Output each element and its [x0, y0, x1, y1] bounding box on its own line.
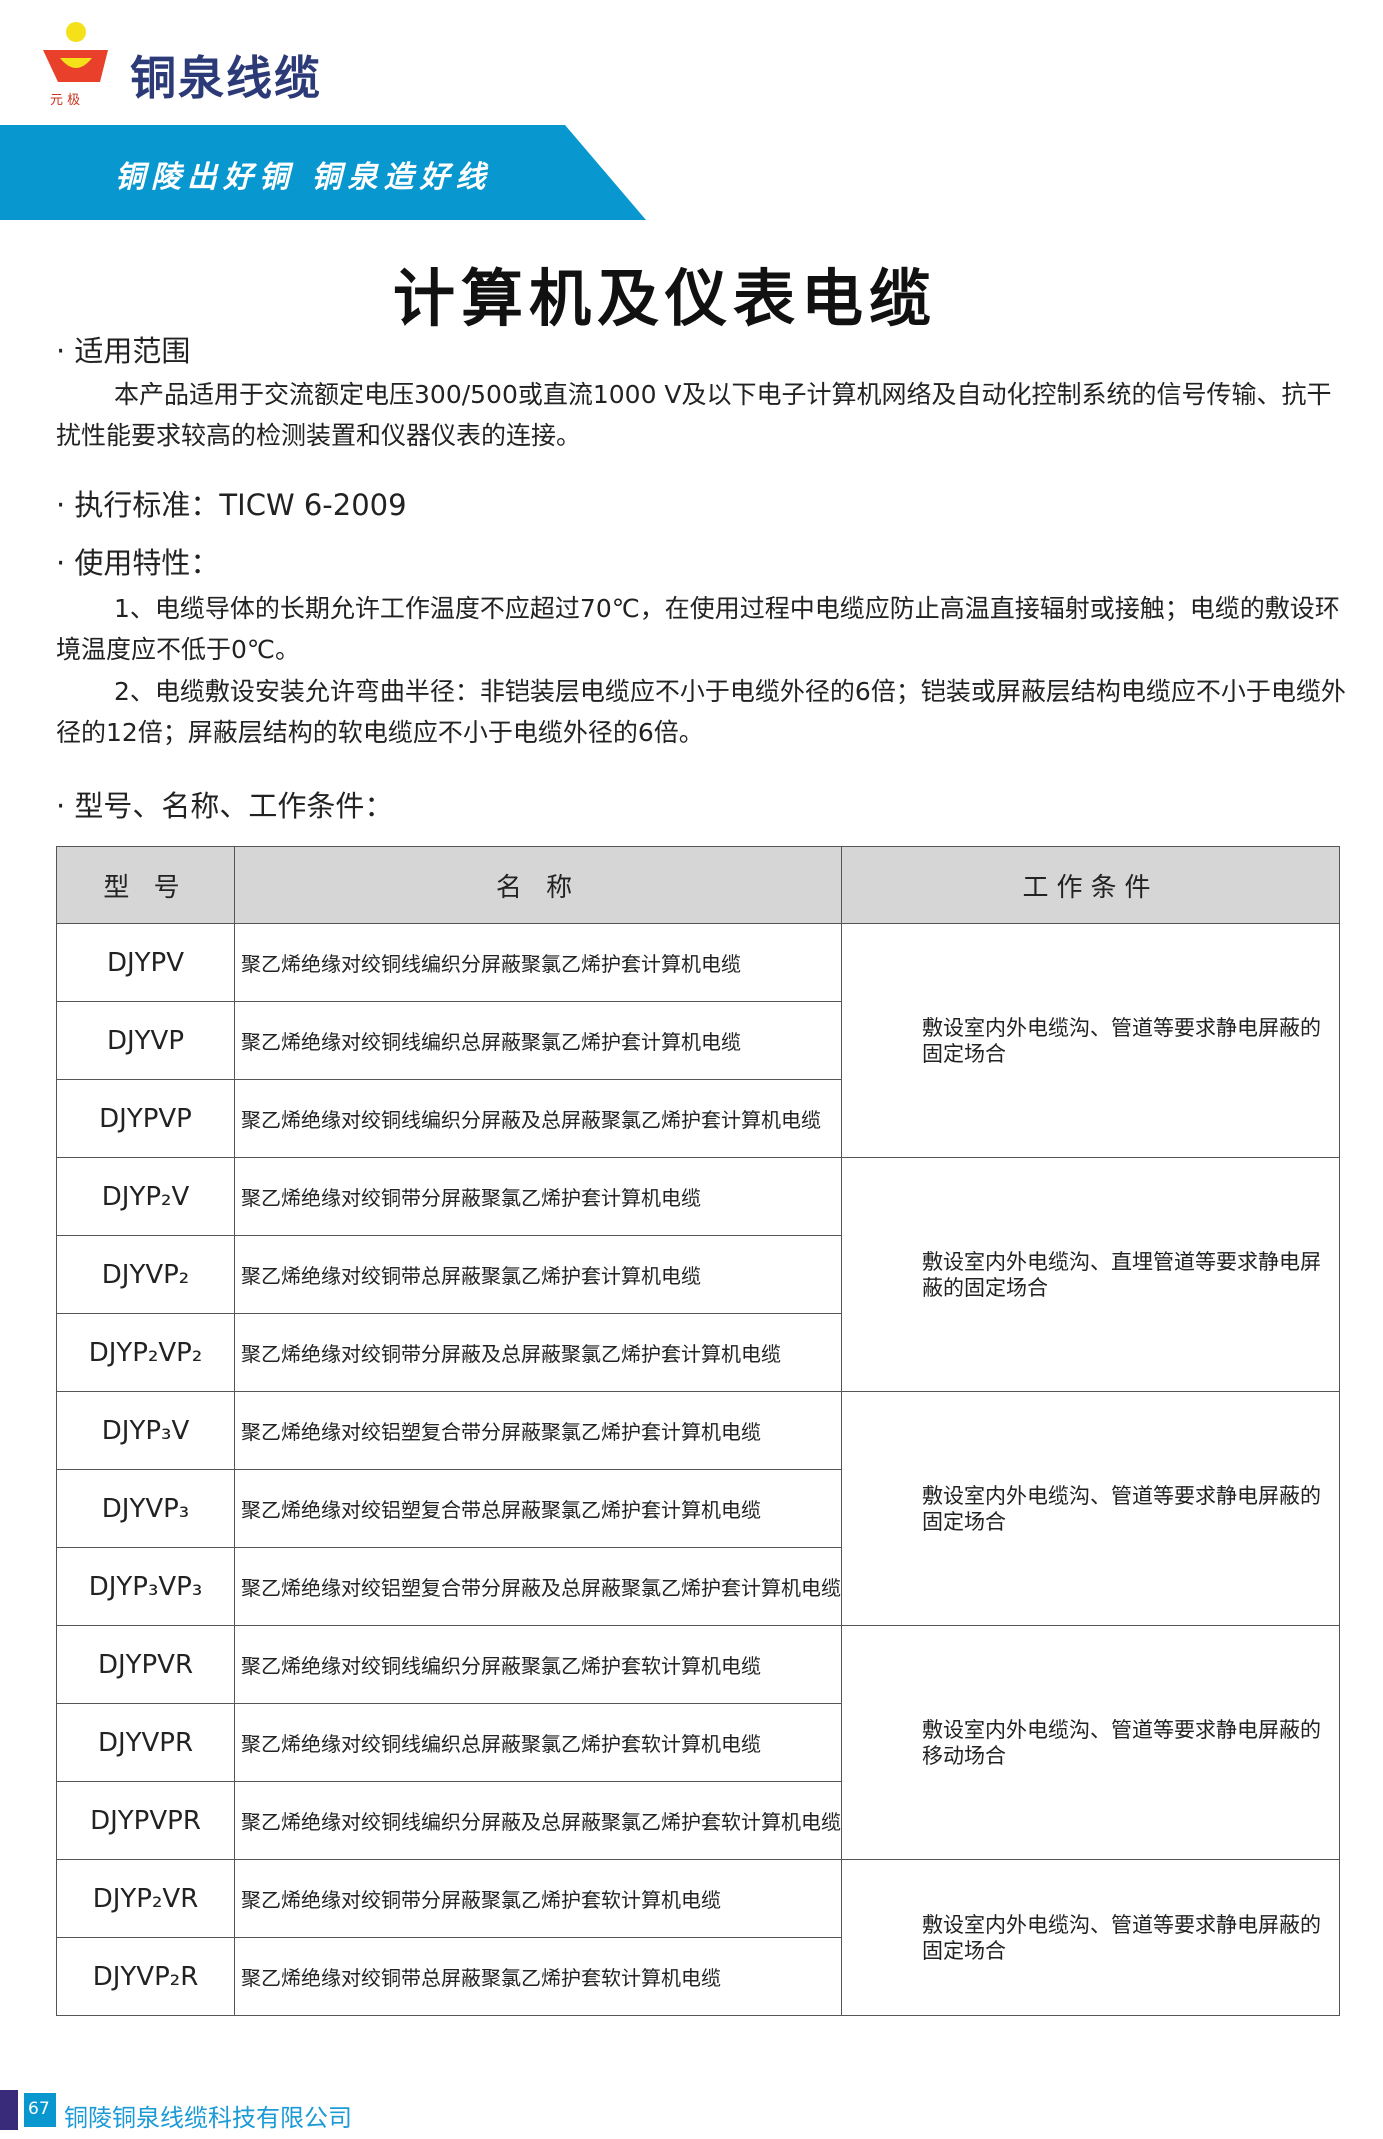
model-cell: DJYVP₂ [56, 1235, 235, 1314]
table-row: DJYVP₃ 聚乙烯绝缘对绞铝塑复合带总屏蔽聚氯乙烯护套计算机电缆 [56, 1469, 1340, 1548]
model-cell: DJYP₂V [56, 1157, 235, 1236]
condition-cell: 敷设室内外电缆沟、管道等要求静电屏蔽的固定场合 [841, 1859, 1340, 2016]
table-heading: · 型号、名称、工作条件： [56, 789, 394, 823]
page-number: 67 [24, 2093, 56, 2127]
name-cell: 聚乙烯绝缘对绞铜线编织总屏蔽聚氯乙烯护套软计算机电缆 [234, 1703, 842, 1782]
name-cell: 聚乙烯绝缘对绞铜带分屏蔽聚氯乙烯护套计算机电缆 [234, 1157, 842, 1236]
header-model: 型 号 [56, 846, 235, 924]
table-row: DJYPV 聚乙烯绝缘对绞铜线编织分屏蔽聚氯乙烯护套计算机电缆 敷设室内外电缆沟、管… [56, 923, 1340, 1158]
name-cell: 聚乙烯绝缘对绞铜线编织分屏蔽及总屏蔽聚氯乙烯护套软计算机电缆 [234, 1781, 842, 1860]
model-cell: DJYPVP [56, 1079, 235, 1158]
model-cell: DJYVPR [56, 1703, 235, 1782]
feature-1-text: 1、电缆导体的长期允许工作温度不应超过70℃，在使用过程中电缆应防止高温直接辐射… [56, 594, 1340, 664]
scope-paragraph: 本产品适用于交流额定电压300/500或直流1000 V及以下电子计算机网络及自… [56, 380, 1332, 450]
model-cell: DJYP₃V [56, 1391, 235, 1470]
model-cell: DJYVP [56, 1001, 235, 1080]
condition-cell: 敷设室内外电缆沟、管道等要求静电屏蔽的固定场合 [841, 923, 1340, 1158]
table-row: DJYVP₂R 聚乙烯绝缘对绞铜带总屏蔽聚氯乙烯护套软计算机电缆 [56, 1937, 1340, 2016]
model-cell: DJYPVR [56, 1625, 235, 1704]
table-row: DJYP₃VP₃ 聚乙烯绝缘对绞铝塑复合带分屏蔽及总屏蔽聚氯乙烯护套计算机电缆 [56, 1547, 1340, 1626]
name-cell: 聚乙烯绝缘对绞铜带分屏蔽及总屏蔽聚氯乙烯护套计算机电缆 [234, 1313, 842, 1392]
model-cell: DJYVP₃ [56, 1469, 235, 1548]
table-row: DJYPVP 聚乙烯绝缘对绞铜线编织分屏蔽及总屏蔽聚氯乙烯护套计算机电缆 [56, 1079, 1340, 1158]
table-row: DJYPVPR 聚乙烯绝缘对绞铜线编织分屏蔽及总屏蔽聚氯乙烯护套软计算机电缆 [56, 1781, 1340, 1860]
name-cell: 聚乙烯绝缘对绞铜线编织分屏蔽聚氯乙烯护套软计算机电缆 [234, 1625, 842, 1704]
table-row: DJYP₂VP₂ 聚乙烯绝缘对绞铜带分屏蔽及总屏蔽聚氯乙烯护套计算机电缆 [56, 1313, 1340, 1392]
table-row: DJYVP₂ 聚乙烯绝缘对绞铜带总屏蔽聚氯乙烯护套计算机电缆 [56, 1235, 1340, 1314]
table-row: DJYP₂VR 聚乙烯绝缘对绞铜带分屏蔽聚氯乙烯护套软计算机电缆 敷设室内外电缆沟、… [56, 1859, 1340, 2016]
slogan: 铜陵出好铜 铜泉造好线 [115, 160, 492, 195]
page-title: 计算机及仪表电缆 [392, 262, 937, 335]
model-cell: DJYP₂VR [56, 1859, 235, 1938]
name-cell: 聚乙烯绝缘对绞铝塑复合带分屏蔽聚氯乙烯护套计算机电缆 [234, 1391, 842, 1470]
brand-name: 铜泉线缆 [130, 51, 322, 105]
scope-heading: · 适用范围 [56, 334, 191, 368]
condition-cell: 敷设室内外电缆沟、管道等要求静电屏蔽的移动场合 [841, 1625, 1340, 1860]
model-cell: DJYPVPR [56, 1781, 235, 1860]
scope-text: 本产品适用于交流额定电压300/500或直流1000 V及以下电子计算机网络及自… [56, 374, 1346, 456]
footer-company: 铜陵铜泉线缆科技有限公司 [64, 2104, 352, 2132]
name-cell: 聚乙烯绝缘对绞铝塑复合带分屏蔽及总屏蔽聚氯乙烯护套计算机电缆 [234, 1547, 842, 1626]
svg-text:元 极: 元 极 [50, 93, 80, 108]
name-cell: 聚乙烯绝缘对绞铝塑复合带总屏蔽聚氯乙烯护套计算机电缆 [234, 1469, 842, 1548]
model-cell: DJYP₃VP₃ [56, 1547, 235, 1626]
model-cell: DJYVP₂R [56, 1937, 235, 2016]
name-cell: 聚乙烯绝缘对绞铜带总屏蔽聚氯乙烯护套软计算机电缆 [234, 1937, 842, 2016]
cable-table: 型 号 名 称 工作条件 DJYPV 聚乙烯绝缘对绞铜线编织分屏蔽聚氯乙烯护套计算… [56, 846, 1340, 2016]
condition-cell: 敷设室内外电缆沟、直埋管道等要求静电屏蔽的固定场合 [841, 1157, 1340, 1392]
feature-2: 2、电缆敷设安装允许弯曲半径：非铠装层电缆应不小于电缆外径的6倍；铠装或屏蔽层结… [56, 671, 1346, 753]
company-logo: 元 极 [43, 22, 108, 108]
model-cell: DJYP₂VP₂ [56, 1313, 235, 1392]
header-name: 名 称 [234, 846, 842, 924]
standard-heading: · 执行标准：TICW 6-2009 [56, 488, 407, 522]
feature-1: 1、电缆导体的长期允许工作温度不应超过70℃，在使用过程中电缆应防止高温直接辐射… [56, 588, 1346, 670]
name-cell: 聚乙烯绝缘对绞铜线编织分屏蔽聚氯乙烯护套计算机电缆 [234, 923, 842, 1002]
slogan-banner [0, 125, 646, 220]
footer-bar [0, 2090, 18, 2130]
table-row: DJYVPR 聚乙烯绝缘对绞铜线编织总屏蔽聚氯乙烯护套软计算机电缆 [56, 1703, 1340, 1782]
table-row: DJYPVR 聚乙烯绝缘对绞铜线编织分屏蔽聚氯乙烯护套软计算机电缆 敷设室内外电缆沟… [56, 1625, 1340, 1860]
name-cell: 聚乙烯绝缘对绞铜线编织分屏蔽及总屏蔽聚氯乙烯护套计算机电缆 [234, 1079, 842, 1158]
condition-cell: 敷设室内外电缆沟、管道等要求静电屏蔽的固定场合 [841, 1391, 1340, 1626]
model-cell: DJYPV [56, 923, 235, 1002]
table-row: DJYP₂V 聚乙烯绝缘对绞铜带分屏蔽聚氯乙烯护套计算机电缆 敷设室内外电缆沟、直埋… [56, 1157, 1340, 1392]
name-cell: 聚乙烯绝缘对绞铜带分屏蔽聚氯乙烯护套软计算机电缆 [234, 1859, 842, 1938]
name-cell: 聚乙烯绝缘对绞铜带总屏蔽聚氯乙烯护套计算机电缆 [234, 1235, 842, 1314]
table-row: DJYP₃V 聚乙烯绝缘对绞铝塑复合带分屏蔽聚氯乙烯护套计算机电缆 敷设室内外电缆沟… [56, 1391, 1340, 1626]
header-condition: 工作条件 [841, 846, 1340, 924]
features-heading: · 使用特性： [56, 546, 220, 580]
feature-2-text: 2、电缆敷设安装允许弯曲半径：非铠装层电缆应不小于电缆外径的6倍；铠装或屏蔽层结… [56, 677, 1346, 747]
name-cell: 聚乙烯绝缘对绞铜线编织总屏蔽聚氯乙烯护套计算机电缆 [234, 1001, 842, 1080]
